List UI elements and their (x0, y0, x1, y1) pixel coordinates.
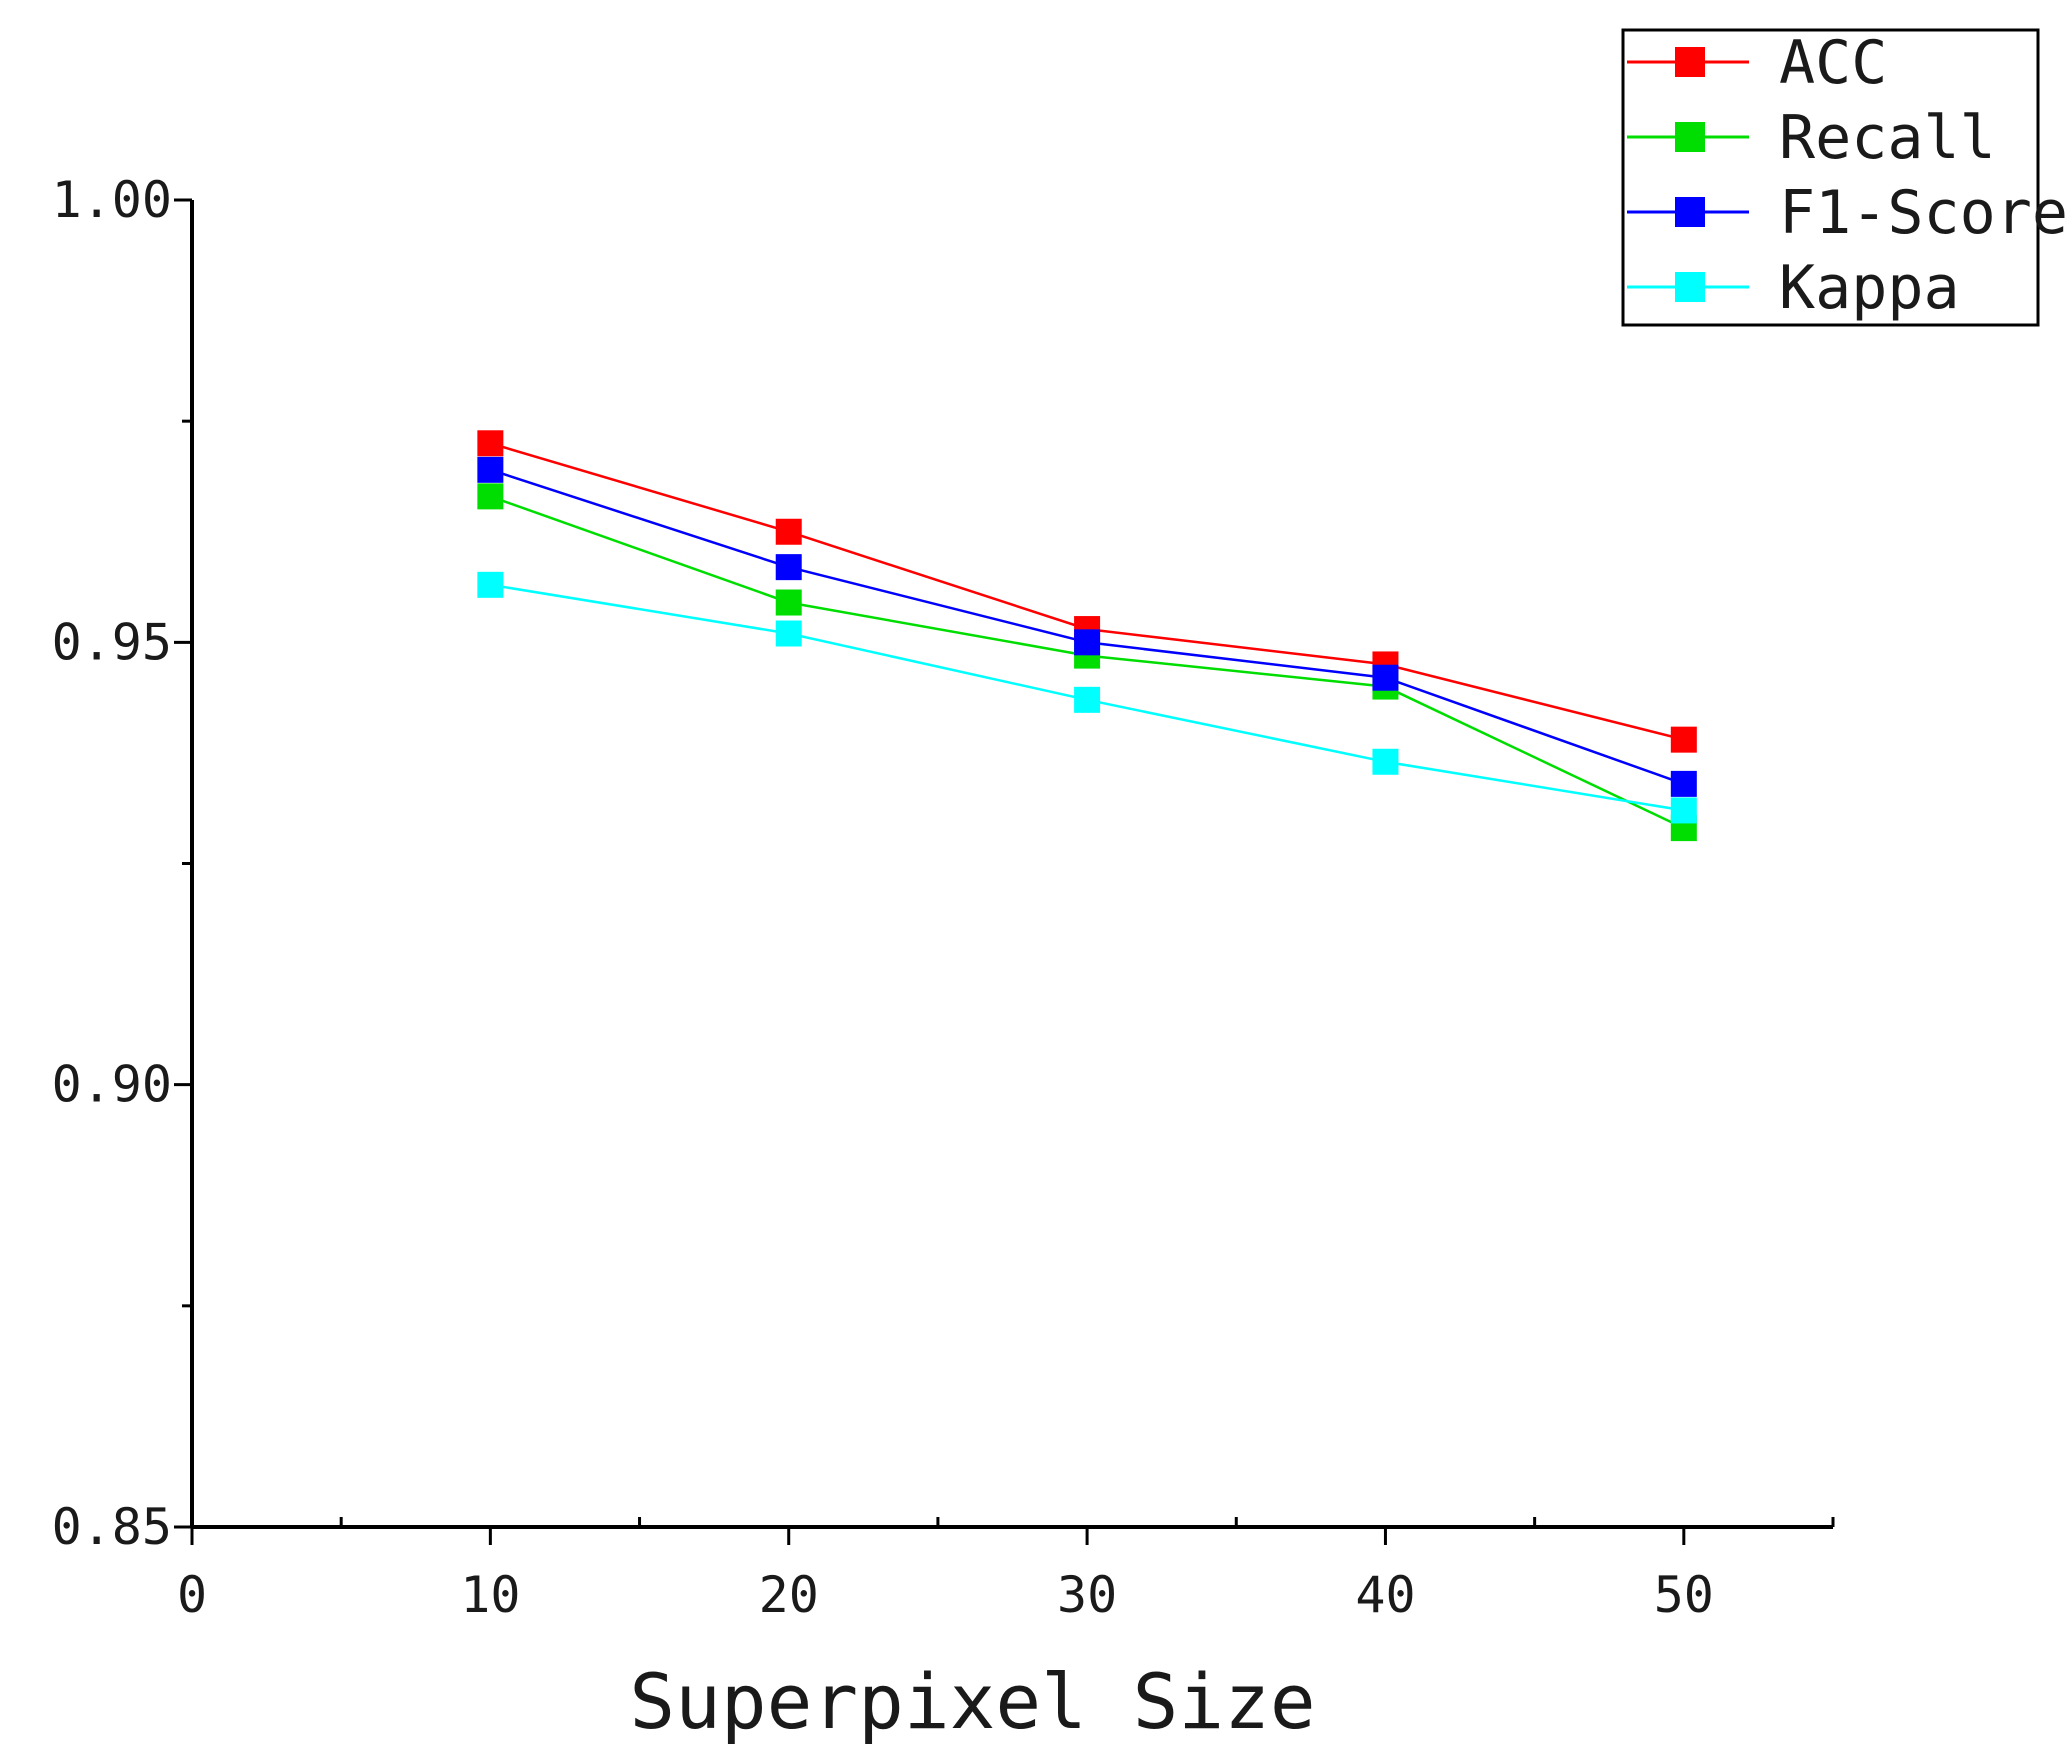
data-point-f1-score (1372, 664, 1399, 691)
x-tick-label: 40 (1355, 1566, 1415, 1624)
series-group (477, 430, 1697, 842)
data-point-f1-score (1670, 770, 1697, 797)
data-point-acc (1670, 726, 1697, 753)
data-point-f1-score (1074, 629, 1101, 656)
y-tick-label: 1.00 (52, 171, 172, 229)
y-tick-label: 0.85 (52, 1498, 172, 1556)
data-point-f1-score (477, 456, 504, 483)
axes: 0.85 0.90 0.95 1.00 0 10 20 30 40 50 Superpixel Si… (52, 171, 1835, 1746)
legend-marker-acc (1675, 47, 1705, 77)
data-point-acc (477, 430, 504, 457)
x-axis-title: Superpixel Size (629, 1657, 1315, 1746)
x-tick-label: 30 (1057, 1566, 1117, 1624)
legend-marker-kappa (1675, 272, 1705, 302)
data-point-recall (775, 589, 802, 616)
x-tick-label: 20 (759, 1566, 819, 1624)
legend-label-kappa: Kappa (1779, 253, 1960, 323)
data-point-kappa (477, 571, 504, 598)
legend-label-recall: Recall (1779, 103, 1996, 173)
x-tick-label: 50 (1654, 1566, 1714, 1624)
data-point-f1-score (775, 554, 802, 581)
legend-label-acc: ACC (1779, 28, 1887, 98)
data-point-kappa (775, 620, 802, 647)
legend-marker-recall (1675, 122, 1705, 152)
data-point-recall (477, 483, 504, 510)
data-point-acc (775, 518, 802, 545)
data-point-kappa (1670, 797, 1697, 824)
data-point-kappa (1074, 686, 1101, 713)
legend-marker-f1-score (1675, 197, 1705, 227)
y-tick-label: 0.95 (52, 613, 172, 671)
x-tick-label: 10 (460, 1566, 520, 1624)
y-tick-label: 0.90 (52, 1056, 172, 1114)
data-point-kappa (1372, 748, 1399, 775)
x-tick-label: 0 (177, 1566, 207, 1624)
legend-label-f1-score: F1-Score (1779, 178, 2066, 248)
